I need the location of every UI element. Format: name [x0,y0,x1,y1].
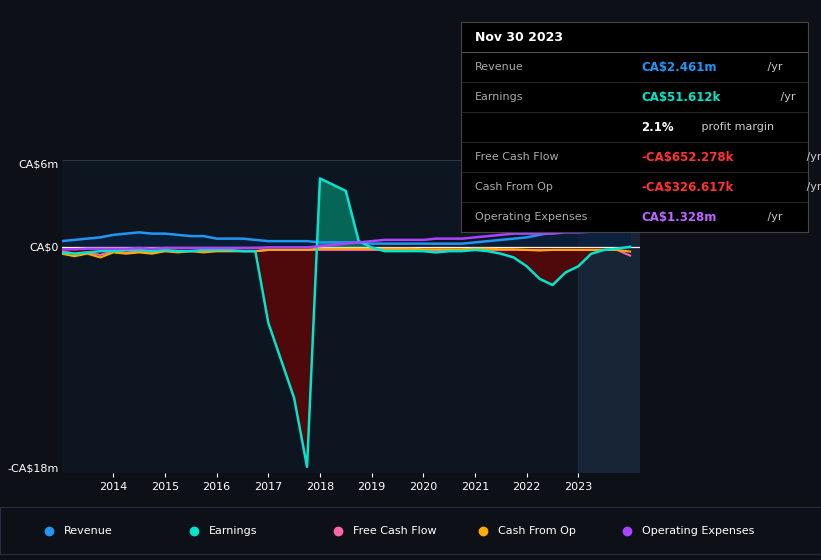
Text: -CA$18m: -CA$18m [7,463,58,473]
Text: Free Cash Flow: Free Cash Flow [475,152,559,162]
Text: Earnings: Earnings [209,526,257,535]
Text: Operating Expenses: Operating Expenses [642,526,754,535]
Text: Nov 30 2023: Nov 30 2023 [475,31,563,44]
Text: Cash From Op: Cash From Op [498,526,576,535]
Text: -CA$326.617k: -CA$326.617k [641,181,734,194]
Text: -CA$652.278k: -CA$652.278k [641,151,734,164]
Text: /yr: /yr [803,183,821,193]
Text: Operating Expenses: Operating Expenses [475,212,588,222]
Text: Cash From Op: Cash From Op [475,183,553,193]
Text: CA$2.461m: CA$2.461m [641,61,717,74]
Text: CA$6m: CA$6m [18,160,58,170]
Text: /yr: /yr [764,62,782,72]
Text: /yr: /yr [764,212,782,222]
Text: Revenue: Revenue [64,526,112,535]
Text: CA$0: CA$0 [30,242,58,253]
Bar [578,160,640,473]
Text: Earnings: Earnings [475,92,524,102]
Text: /yr: /yr [803,152,821,162]
Text: Revenue: Revenue [475,62,524,72]
Text: /yr: /yr [777,92,796,102]
Text: CA$51.612k: CA$51.612k [641,91,721,104]
Text: 2.1%: 2.1% [641,121,674,134]
Text: profit margin: profit margin [698,123,774,132]
Text: Free Cash Flow: Free Cash Flow [353,526,437,535]
Text: CA$1.328m: CA$1.328m [641,211,717,224]
